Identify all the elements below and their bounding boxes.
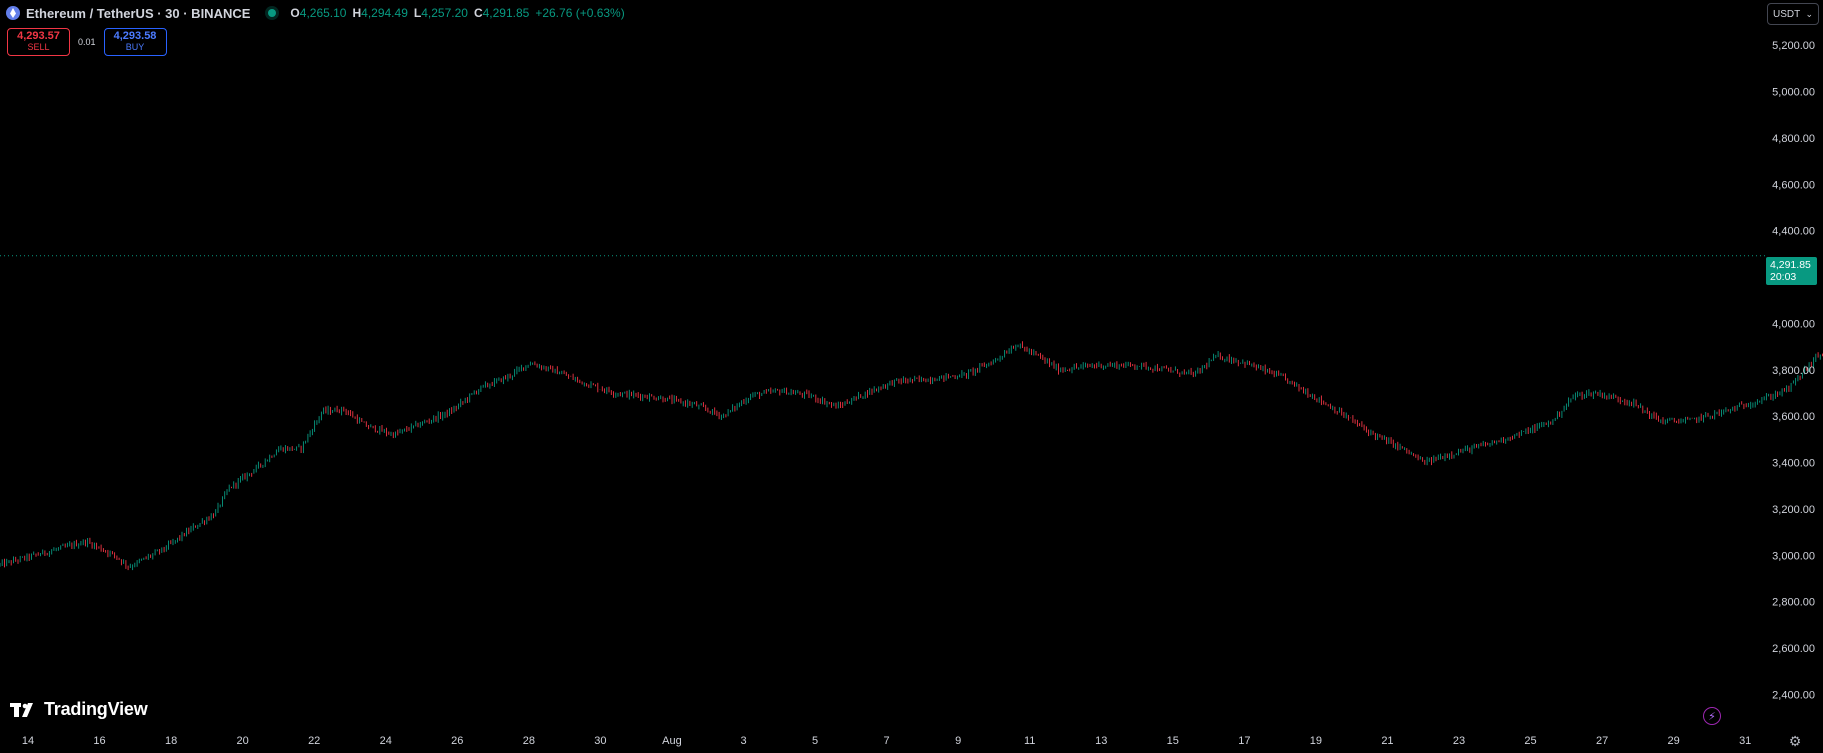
tradingview-logo-icon xyxy=(10,702,33,717)
price-tick-label: 3,600.00 xyxy=(1772,411,1815,423)
time-tick-label: 5 xyxy=(812,735,818,747)
time-tick-label: 3 xyxy=(740,735,746,747)
ethereum-logo-icon xyxy=(6,6,20,20)
time-tick-label: 28 xyxy=(523,735,535,747)
time-tick-label: 25 xyxy=(1524,735,1536,747)
time-tick-label: 27 xyxy=(1596,735,1608,747)
sell-label: SELL xyxy=(27,42,50,52)
sell-button[interactable]: 4,293.57 SELL xyxy=(7,28,70,56)
time-tick-label: 14 xyxy=(22,735,34,747)
time-tick-label: 29 xyxy=(1668,735,1680,747)
close-key: C xyxy=(473,6,483,20)
change-value: +26.76 (+0.63%) xyxy=(535,6,625,20)
bar-countdown: 20:03 xyxy=(1770,271,1797,283)
buy-button[interactable]: 4,293.58 BUY xyxy=(103,28,167,56)
price-axis: 5,200.00 5,000.00 4,800.00 4,600.00 4,400.00… xyxy=(1772,40,1815,701)
price-tick-label: 3,400.00 xyxy=(1772,458,1815,470)
price-tick-label: 3,800.00 xyxy=(1772,365,1815,377)
sell-price: 4,293.57 xyxy=(17,30,60,42)
time-tick-label: 9 xyxy=(955,735,961,747)
price-tick-label: 3,200.00 xyxy=(1772,504,1815,516)
time-tick-label: 21 xyxy=(1381,735,1393,747)
currency-select[interactable]: USDT ⌄ xyxy=(1767,3,1819,25)
price-tick-label: 4,000.00 xyxy=(1772,318,1815,330)
price-tick-label: 4,800.00 xyxy=(1772,133,1815,145)
time-tick-label: 13 xyxy=(1095,735,1107,747)
symbol-title[interactable]: Ethereum / TetherUS · 30 · BINANCE xyxy=(26,5,251,21)
last-price-value: 4,291.85 xyxy=(1770,259,1811,271)
symbol-header: Ethereum / TetherUS · 30 · BINANCE O4,26… xyxy=(6,3,625,23)
market-status-icon[interactable] xyxy=(268,9,277,17)
open-value: 4,265.10 xyxy=(299,6,347,20)
high-key: H xyxy=(352,6,362,20)
currency-label: USDT xyxy=(1773,8,1801,20)
price-tick-label: 2,600.00 xyxy=(1772,643,1815,655)
price-tick-label: 2,400.00 xyxy=(1772,689,1815,701)
time-tick-label: 16 xyxy=(93,735,105,747)
trade-panel: 4,293.57 SELL 0.01 4,293.58 BUY xyxy=(7,28,167,56)
time-tick-label: 7 xyxy=(884,735,890,747)
logo-text: TradingView xyxy=(44,699,148,719)
buy-price: 4,293.58 xyxy=(113,30,157,42)
ohlc-values: O4,265.10 H4,294.49 L4,257.20 C4,291.85 … xyxy=(290,6,624,20)
time-tick-label: 30 xyxy=(594,735,606,747)
tradingview-logo[interactable]: TradingView xyxy=(10,699,148,720)
settings-icon[interactable]: ⚙ xyxy=(1788,732,1802,749)
price-tick-label: 5,000.00 xyxy=(1772,87,1815,99)
time-tick-label: 18 xyxy=(165,735,177,747)
bolt-icon[interactable]: ⚡ xyxy=(1703,707,1721,725)
time-tick-label: Aug xyxy=(662,735,682,747)
spread-value: 0.01 xyxy=(78,37,96,47)
time-tick-label: 11 xyxy=(1024,735,1035,747)
price-tick-label: 2,800.00 xyxy=(1772,597,1815,609)
chevron-down-icon: ⌄ xyxy=(1805,8,1813,19)
last-price-tag: 4,291.85 20:03 xyxy=(1766,257,1817,285)
low-key: L xyxy=(413,6,422,20)
low-value: 4,257.20 xyxy=(421,6,468,20)
time-tick-label: 31 xyxy=(1739,735,1751,747)
price-tick-label: 3,000.00 xyxy=(1772,550,1815,562)
time-tick-label: 22 xyxy=(308,735,320,747)
candles-layer xyxy=(0,341,1823,571)
high-value: 4,294.49 xyxy=(361,6,408,20)
buy-label: BUY xyxy=(125,42,145,52)
time-tick-label: 17 xyxy=(1238,735,1250,747)
price-tick-label: 4,400.00 xyxy=(1772,226,1815,238)
price-tick-label: 4,600.00 xyxy=(1772,179,1815,191)
time-tick-label: 20 xyxy=(237,735,249,747)
open-key: O xyxy=(290,6,300,20)
close-value: 4,291.85 xyxy=(482,6,530,20)
time-tick-label: 23 xyxy=(1453,735,1465,747)
time-tick-label: 15 xyxy=(1167,735,1179,747)
price-tick-label: 5,200.00 xyxy=(1772,40,1815,52)
time-tick-label: 26 xyxy=(451,735,463,747)
time-tick-label: 24 xyxy=(380,735,392,747)
time-axis: 14 16 18 20 22 24 26 28 30 Aug 3 5 7 9 11 13 15 17 19 21 23 2… xyxy=(22,735,1751,747)
time-tick-label: 19 xyxy=(1310,735,1322,747)
